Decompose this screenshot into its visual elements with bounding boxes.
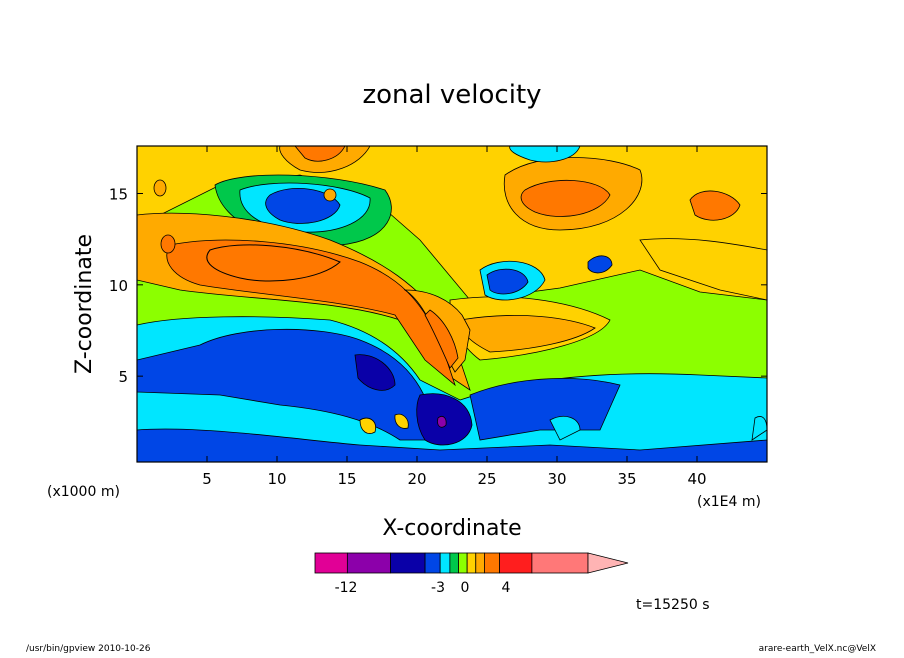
y-axis: 5 10 15 xyxy=(109,185,767,386)
colorbar-swatch xyxy=(458,552,468,574)
colorbar-swatch xyxy=(449,552,459,574)
region-yellow-pocket xyxy=(359,417,376,434)
region-surface-min xyxy=(437,416,447,428)
x-tick-label: 30 xyxy=(547,470,566,488)
x-axis: 5 10 15 20 25 30 35 40 xyxy=(202,146,707,488)
colorbar-tick-label: 0 xyxy=(461,580,470,596)
colorbar-swatch xyxy=(531,552,589,574)
colorbar-extend-arrow xyxy=(587,552,629,574)
x-tick-label: 20 xyxy=(407,470,426,488)
contour-field xyxy=(137,146,767,462)
y-tick-label: 10 xyxy=(109,277,128,295)
region-cyan-pocket-right xyxy=(549,416,581,441)
x-tick-label: 25 xyxy=(477,470,496,488)
colorbar-swatch xyxy=(484,552,500,574)
colorbar-swatch xyxy=(466,552,477,574)
region-upper-easterly-core xyxy=(265,188,341,224)
x-tick-label: 40 xyxy=(687,470,706,488)
colorbar-swatch xyxy=(424,552,441,574)
colorbar-tick-label: 4 xyxy=(502,580,511,596)
region-upper-right-westerly xyxy=(689,190,741,221)
colorbar-tick-label: -3 xyxy=(431,580,445,596)
footer-right: arare-earth_VelX.nc@VelX xyxy=(759,644,876,654)
x-unit-label: (x1E4 m) xyxy=(697,494,761,510)
time-annotation: t=15250 s xyxy=(636,597,710,613)
y-tick-label: 5 xyxy=(118,368,128,386)
colorbar: -12 -3 0 4 xyxy=(314,552,629,596)
region-cyan-pocket-far-right xyxy=(751,416,767,441)
y-tick-label: 15 xyxy=(109,185,128,203)
plot-area xyxy=(137,146,767,462)
region-downslope-jet-core xyxy=(424,309,459,369)
plot-frame xyxy=(136,145,768,463)
y-axis-label: Z-coordinate xyxy=(72,234,97,374)
region-top-easterly xyxy=(509,146,581,163)
region-right-lower-easterly xyxy=(469,378,621,441)
region-surface-easterly xyxy=(137,428,767,462)
x-tick-label: 10 xyxy=(267,470,286,488)
region-lee-easterly-core xyxy=(354,354,396,391)
region-upper-left-westerly-inner xyxy=(323,188,337,202)
colorbar-swatch xyxy=(346,552,391,574)
region-right-westerly-core xyxy=(459,315,596,353)
x-tick-label: 15 xyxy=(337,470,356,488)
colorbar-tick-label: -12 xyxy=(335,580,358,596)
colorbar-swatch xyxy=(499,552,533,574)
x-tick-label: 5 xyxy=(202,470,212,488)
chart-title: zonal velocity xyxy=(362,80,541,110)
colorbar-swatch xyxy=(475,552,485,574)
region-upper-left-westerly xyxy=(153,179,167,197)
colorbar-swatch xyxy=(314,552,348,574)
region-right-easterly-core xyxy=(486,268,529,295)
region-yellow-pocket-2 xyxy=(394,413,409,429)
region-left-westerly-core xyxy=(160,234,176,254)
y-unit-label: (x1000 m) xyxy=(47,484,120,500)
x-axis-label: X-coordinate xyxy=(382,516,521,541)
region-right-easterly-small xyxy=(587,255,613,274)
footer-left: /usr/bin/gpview 2010-10-26 xyxy=(26,644,151,654)
colorbar-swatch xyxy=(439,552,451,574)
region-mid-westerly-core xyxy=(206,244,341,282)
colorbar-swatch xyxy=(390,552,426,574)
region-right-weak-westerly xyxy=(639,238,767,301)
x-tick-label: 35 xyxy=(617,470,636,488)
region-upper-westerly-core xyxy=(520,179,611,217)
